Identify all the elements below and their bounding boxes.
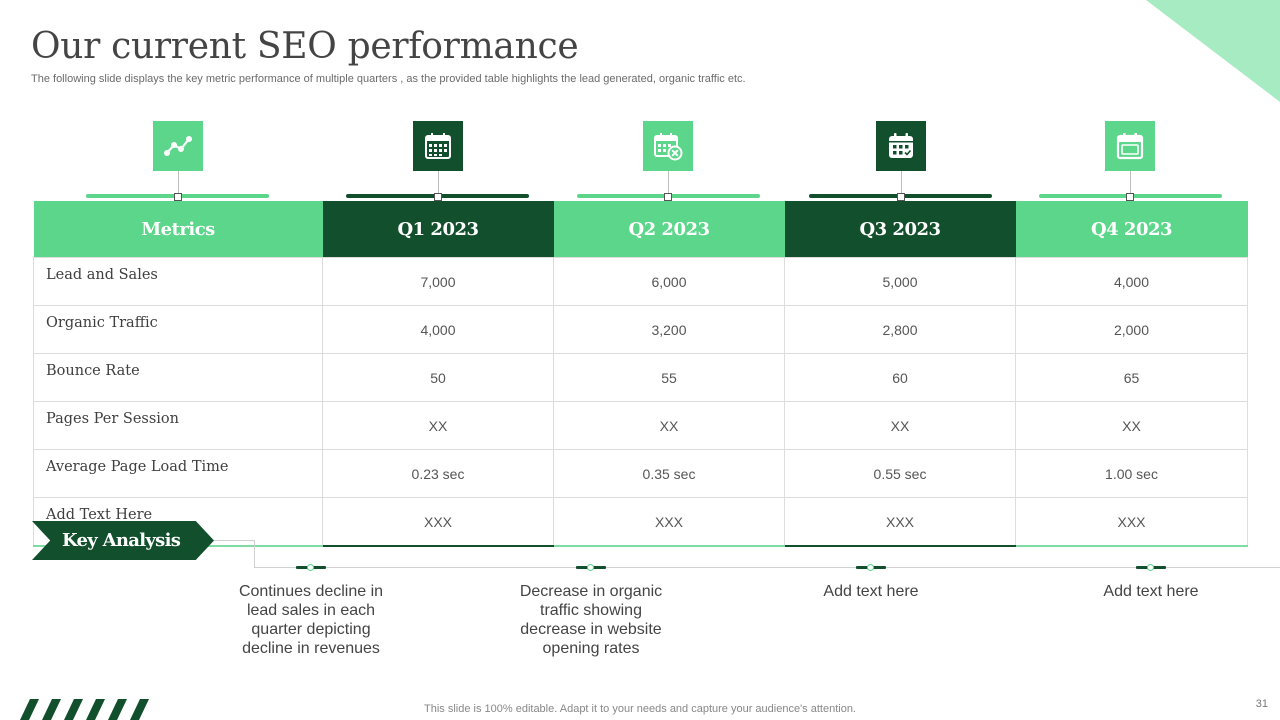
icon-connector — [668, 171, 669, 194]
table-cell: 1.00 sec — [1015, 449, 1248, 498]
table-cell: 0.23 sec — [322, 449, 554, 498]
table-cell: 5,000 — [784, 257, 1016, 306]
analysis-text-1: Continues decline in lead sales in each … — [238, 583, 384, 657]
calendar-grid-icon — [413, 121, 463, 171]
icon-connector — [1130, 171, 1131, 194]
line-chart-icon — [153, 121, 203, 171]
table-cell: 4,000 — [1015, 257, 1248, 306]
calendar-cancel-icon — [643, 121, 693, 171]
table-row: Lead and Sales 7,000 6,000 5,000 4,000 — [33, 257, 1248, 306]
table-header-row: Metrics Q1 2023 Q2 2023 Q3 2023 Q4 2023 — [33, 201, 1248, 258]
table-cell: XX — [322, 401, 554, 450]
table-cell: 0.55 sec — [784, 449, 1016, 498]
decorative-stripes — [20, 699, 149, 720]
table-cell: XX — [553, 401, 785, 450]
table-cell: 6,000 — [553, 257, 785, 306]
timeline-marker — [576, 564, 606, 571]
table-cell: 0.35 sec — [553, 449, 785, 498]
table-cell: 3,200 — [553, 305, 785, 354]
table-cell: XXX — [322, 497, 554, 547]
table-row: Bounce Rate 50 55 60 65 — [33, 353, 1248, 402]
table-cell: 65 — [1015, 353, 1248, 402]
table-cell: XXX — [1015, 497, 1248, 547]
footer-note: This slide is 100% editable. Adapt it to… — [424, 703, 856, 715]
analysis-connector — [254, 540, 255, 568]
connector-node — [897, 193, 905, 201]
table-cell: 60 — [784, 353, 1016, 402]
calendar-blank-icon — [1105, 121, 1155, 171]
page-title: Our current SEO performance — [31, 26, 579, 67]
page-subtitle: The following slide displays the key met… — [31, 73, 746, 85]
connector-node — [174, 193, 182, 201]
analysis-text-3: Add text here — [823, 583, 919, 600]
analysis-text-4: Add text here — [1103, 583, 1199, 600]
calendar-check-icon — [876, 121, 926, 171]
icon-connector — [178, 171, 179, 194]
metrics-table: Metrics Q1 2023 Q2 2023 Q3 2023 Q4 2023 … — [33, 201, 1248, 547]
metric-label: Bounce Rate — [33, 353, 323, 402]
timeline-marker — [1136, 564, 1166, 571]
table-cell: XXX — [553, 497, 785, 547]
header-q4: Q4 2023 — [1015, 201, 1248, 258]
table-cell: 4,000 — [322, 305, 554, 354]
metric-label: Average Page Load Time — [33, 449, 323, 498]
timeline-marker — [856, 564, 886, 571]
header-q2: Q2 2023 — [553, 201, 785, 258]
analysis-timeline — [254, 567, 1280, 568]
table-cell: XX — [1015, 401, 1248, 450]
page-number: 31 — [1255, 698, 1268, 710]
table-row: Add Text Here XXX XXX XXX XXX — [33, 497, 1248, 547]
header-metrics: Metrics — [33, 201, 323, 258]
analysis-connector — [214, 540, 254, 541]
key-analysis-banner: Key Analysis — [32, 521, 214, 560]
connector-node — [434, 193, 442, 201]
connector-node — [664, 193, 672, 201]
table-cell: 2,800 — [784, 305, 1016, 354]
table-cell: 7,000 — [322, 257, 554, 306]
timeline-marker — [296, 564, 326, 571]
header-q3: Q3 2023 — [784, 201, 1016, 258]
icon-connector — [438, 171, 439, 194]
icon-connector — [901, 171, 902, 194]
table-cell: XXX — [784, 497, 1016, 547]
table-cell: 50 — [322, 353, 554, 402]
table-row: Organic Traffic 4,000 3,200 2,800 2,000 — [33, 305, 1248, 354]
header-q1: Q1 2023 — [322, 201, 554, 258]
table-cell: 55 — [553, 353, 785, 402]
metric-label: Organic Traffic — [33, 305, 323, 354]
table-cell: XX — [784, 401, 1016, 450]
table-cell: 2,000 — [1015, 305, 1248, 354]
table-row: Average Page Load Time 0.23 sec 0.35 sec… — [33, 449, 1248, 498]
analysis-text-2: Decrease in organic traffic showing decr… — [519, 583, 663, 657]
connector-node — [1126, 193, 1134, 201]
table-row: Pages Per Session XX XX XX XX — [33, 401, 1248, 450]
metric-label: Pages Per Session — [33, 401, 323, 450]
metric-label: Lead and Sales — [33, 257, 323, 306]
